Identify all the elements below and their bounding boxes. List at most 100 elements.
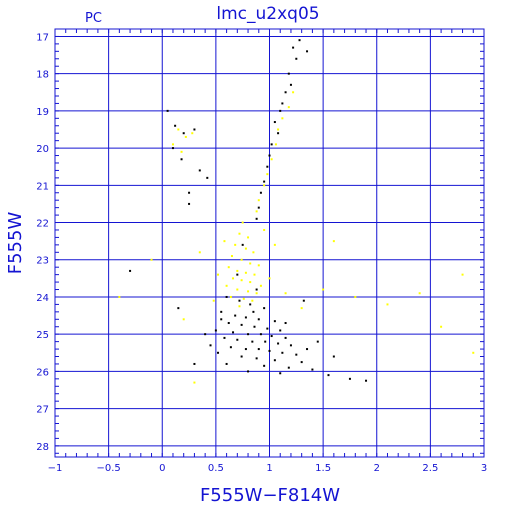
y-tick-label: 18 [36,70,49,81]
x-tick-label: 0.5 [208,463,224,474]
data-point [302,299,305,302]
data-point [238,232,241,235]
data-point [174,124,177,127]
data-point [232,331,235,334]
data-point [263,180,266,183]
data-point [270,143,273,146]
data-point [182,132,185,135]
data-point [171,147,174,150]
y-tick-label: 19 [36,107,49,118]
data-point [220,310,223,313]
y-tick-label: 20 [36,144,49,155]
data-point [277,132,280,135]
data-point [220,318,223,321]
data-point [252,310,255,313]
data-point [166,109,169,112]
data-point [289,344,292,347]
data-point [118,295,121,298]
data-point [241,243,244,246]
x-tick-label: −0.5 [96,463,120,474]
data-point [241,221,244,224]
data-point [287,366,290,369]
data-point [247,236,250,239]
data-point [240,323,243,326]
data-point [284,292,287,295]
data-point [204,333,207,336]
data-point [472,351,475,354]
data-point [225,362,228,365]
data-point [257,318,260,321]
data-point [184,135,187,138]
data-point [238,305,241,308]
data-point [270,335,273,338]
data-point [255,292,258,295]
data-point [332,240,335,243]
data-point [348,377,351,380]
data-point [193,128,196,131]
data-point [225,284,228,287]
data-point [193,381,196,384]
data-point [273,320,276,323]
data-point [277,342,280,345]
data-point [257,199,260,202]
data-point [180,150,183,153]
data-point [281,102,284,105]
data-point [188,191,191,194]
x-tick-label: 1.5 [315,463,331,474]
data-point [240,279,243,282]
data-point [240,355,243,358]
data-point [279,372,282,375]
data-point [240,258,243,261]
y-tick-label: 26 [36,367,49,378]
data-point [150,258,153,261]
data-point [217,273,220,276]
data-point [198,251,201,254]
data-point [287,72,290,75]
data-point [461,273,464,276]
data-point [257,264,260,267]
data-point [300,361,303,364]
data-point [306,50,309,53]
data-point [209,344,212,347]
data-point [236,269,239,272]
data-point [270,158,273,161]
chart-title: lmc_u2xq05 [216,4,319,24]
data-point [440,325,443,328]
data-point [236,338,239,341]
data-point [255,210,258,213]
data-point [177,307,180,310]
y-tick-label: 25 [36,330,49,341]
data-point [273,121,276,124]
data-point [365,379,368,382]
data-point [281,117,284,120]
data-point [263,364,266,367]
data-point [263,184,266,187]
data-point [206,176,209,179]
data-point [236,273,239,276]
data-point [177,128,180,131]
y-axis-label: F555W [5,212,26,275]
data-point [217,351,220,354]
data-point [300,307,303,310]
data-point [268,349,271,352]
data-point [251,340,254,343]
x-tick-label: 2 [374,463,380,474]
y-tick-label: 27 [36,405,49,416]
data-point [171,143,174,146]
y-tick-label: 22 [36,219,49,230]
data-point [292,46,295,49]
data-point [249,281,252,284]
data-point [223,240,226,243]
data-point [234,243,237,246]
data-point [227,266,230,269]
data-point [247,370,250,373]
data-point [259,191,262,194]
data-point [268,277,271,280]
data-point [232,277,235,280]
data-point [263,307,266,310]
data-point [257,348,260,351]
data-point [230,255,233,258]
data-point [253,273,256,276]
data-point [273,359,276,362]
